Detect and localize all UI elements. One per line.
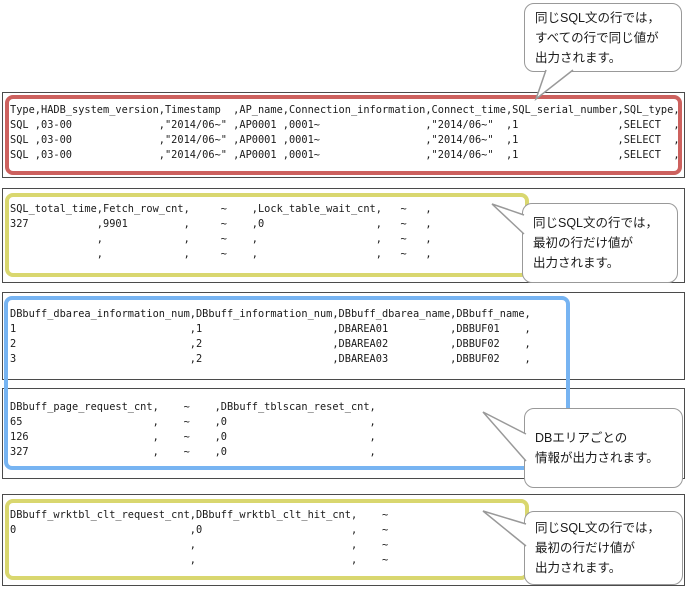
csv-lines-worktable: DBbuff_wrktbl_clt_request_cnt,DBbuff_wrk… <box>10 509 389 566</box>
callout-text: 同じSQL文の行では， すべての行で同じ値が 出力されます。 <box>535 10 661 65</box>
callout-first-row-only-2: 同じSQL文の行では， 最初の行だけ値が 出力されます。 <box>524 511 683 585</box>
callout-first-row-only-1: 同じSQL文の行では， 最初の行だけ値が 出力されます。 <box>522 203 678 283</box>
csv-lines-sql-totals: SQL_total_time,Fetch_row_cnt, ~ ,Lock_ta… <box>10 203 432 260</box>
callout-text: 同じSQL文の行では， 最初の行だけ値が 出力されます。 <box>533 216 659 270</box>
callout-text: 同じSQL文の行では， 最初の行だけ値が 出力されます。 <box>535 521 661 575</box>
output-block-dbarea-info: DBbuff_dbarea_information_num,DBbuff_inf… <box>2 292 685 380</box>
csv-lines-dbarea-info: DBbuff_dbarea_information_num,DBbuff_inf… <box>10 308 531 365</box>
callout-text: DBエリアごとの 情報が出力されます。 <box>535 431 659 465</box>
csv-lines-page-request: DBbuff_page_request_cnt, ~ ,DBbuff_tblsc… <box>10 401 376 458</box>
output-block-sql-common: Type,HADB_system_version,Timestamp ,AP_n… <box>2 92 685 178</box>
callout-per-dbarea: DBエリアごとの 情報が出力されます。 <box>524 408 683 488</box>
callout-same-value-all-rows: 同じSQL文の行では， すべての行で同じ値が 出力されます。 <box>524 3 682 72</box>
csv-lines-sql-common: Type,HADB_system_version,Timestamp ,AP_n… <box>10 104 680 161</box>
